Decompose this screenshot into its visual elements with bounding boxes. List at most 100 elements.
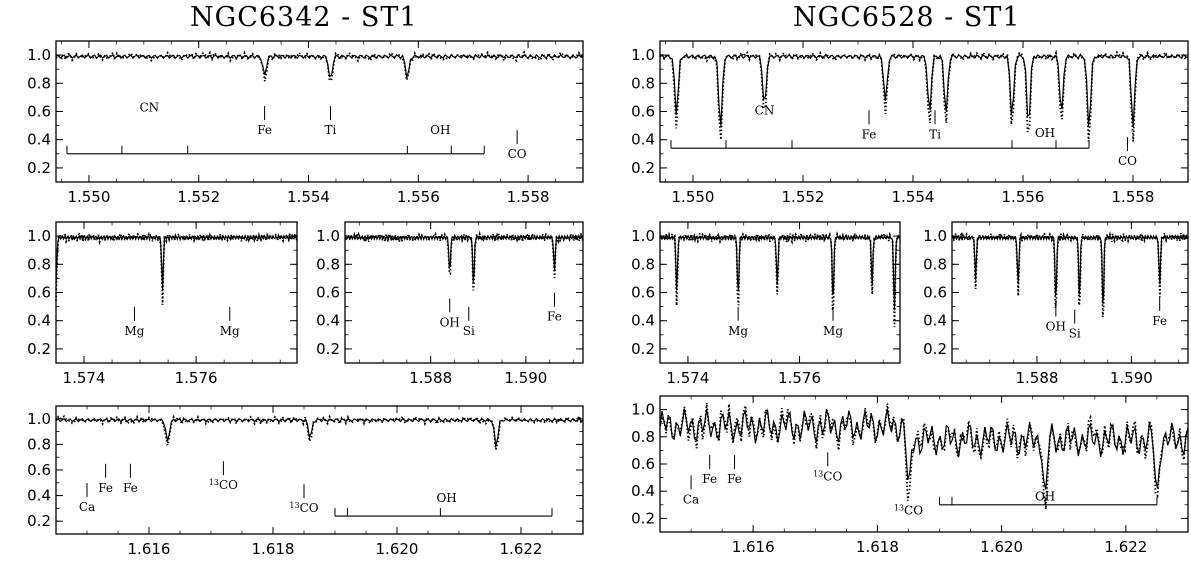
y-tick-label: 0.4 <box>631 312 655 330</box>
synthetic-spectrum-line <box>659 408 1189 490</box>
y-tick-label: 0.8 <box>316 255 340 273</box>
y-tick-label: 0.2 <box>27 159 51 177</box>
line-id-label: Fe <box>257 123 272 137</box>
y-tick-label: 1.0 <box>631 227 655 245</box>
x-tick-label: 1.574 <box>63 369 106 387</box>
line-id-label: Fe <box>862 127 877 141</box>
y-tick-label: 0.4 <box>27 487 51 505</box>
spectrum-panel: 0.2 0.4 0.6 0.8 1.0 1.550 1.552 1.554 1.556 1.558… <box>27 40 584 206</box>
synthetic-spectrum-line <box>55 234 298 291</box>
observed-spectrum-line <box>344 230 584 291</box>
x-tick-label: 1.576 <box>778 369 821 387</box>
line-id-label: Mg <box>728 324 748 338</box>
line-id-label: Ti <box>929 127 941 141</box>
y-tick-label: 1.0 <box>27 46 51 64</box>
line-id-label: Mg <box>220 324 240 338</box>
x-tick-label: 1.618 <box>856 538 899 556</box>
line-id-label: Mg <box>823 324 843 338</box>
y-tick-label: 0.2 <box>316 340 340 358</box>
line-id-label: OH <box>1046 320 1066 334</box>
plot-frame <box>344 221 584 364</box>
synthetic-spectrum-line <box>659 234 901 311</box>
line-id-label: Ca <box>79 500 95 514</box>
line-id-label: CO <box>1118 154 1137 168</box>
y-tick-label: 0.6 <box>27 103 51 121</box>
y-tick-label: 0.2 <box>631 340 655 358</box>
x-tick-label: 1.552 <box>782 188 825 206</box>
line-id-label: OH <box>1035 126 1055 140</box>
synthetic-spectrum-line <box>55 53 584 79</box>
right-figure-title: NGC6528 - ST1 <box>793 2 1021 33</box>
x-tick-label: 1.554 <box>287 188 330 206</box>
plot-frame <box>659 221 901 364</box>
line-id-label: Ca <box>683 492 699 506</box>
observed-spectrum-line <box>659 402 1189 510</box>
x-tick-label: 1.622 <box>1104 538 1147 556</box>
y-tick-label: 1.0 <box>27 227 51 245</box>
y-tick-label: 0.8 <box>27 435 51 453</box>
synthetic-spectrum-line <box>659 53 1189 127</box>
line-id-label: CN <box>139 101 159 115</box>
x-tick-label: 1.620 <box>376 540 419 558</box>
plot-frame <box>659 40 1189 183</box>
y-tick-label: 1.0 <box>923 227 947 245</box>
x-tick-label: 1.622 <box>500 540 543 558</box>
y-tick-label: 0.4 <box>631 131 655 149</box>
y-tick-label: 0.6 <box>923 284 947 302</box>
line-id-label: Mg <box>124 324 144 338</box>
line-id-label: Fe <box>123 481 138 495</box>
observed-spectrum-line <box>659 231 901 328</box>
observed-spectrum-line <box>951 231 1189 317</box>
y-tick-label: 0.4 <box>27 131 51 149</box>
y-tick-label: 0.2 <box>631 159 655 177</box>
line-id-label: OH <box>440 315 460 329</box>
line-id-label: Fe <box>727 472 742 486</box>
plot-frame <box>55 221 298 364</box>
y-tick-label: 0.4 <box>631 482 655 500</box>
x-tick-label: 1.588 <box>1015 369 1058 387</box>
y-tick-label: 0.6 <box>631 103 655 121</box>
x-tick-label: 1.576 <box>175 369 218 387</box>
plot-frame <box>55 405 584 535</box>
y-tick-label: 0.4 <box>923 312 947 330</box>
x-tick-label: 1.590 <box>1110 369 1153 387</box>
spectrum-panel: 0.2 0.4 0.6 0.8 1.0 1.574 1.576 Mg Mg <box>27 221 298 387</box>
x-tick-label: 1.556 <box>1002 188 1045 206</box>
y-tick-label: 0.6 <box>631 284 655 302</box>
spectrum-panel: 0.2 0.4 0.6 0.8 1.0 1.574 1.576 Mg Mg <box>631 221 901 387</box>
x-tick-label: 1.574 <box>666 369 709 387</box>
x-tick-label: 1.558 <box>507 188 550 206</box>
y-tick-label: 0.6 <box>316 284 340 302</box>
line-id-label: Si <box>463 324 475 338</box>
plot-frame <box>659 395 1189 533</box>
synthetic-spectrum-line <box>55 417 584 447</box>
line-id-label: Fe <box>547 310 562 324</box>
line-id-label: Fe <box>702 472 717 486</box>
y-tick-label: 0.2 <box>27 512 51 530</box>
x-tick-label: 1.590 <box>504 369 547 387</box>
line-id-label: OH <box>436 491 456 505</box>
y-tick-label: 1.0 <box>631 46 655 64</box>
y-tick-label: 0.4 <box>27 312 51 330</box>
x-tick-label: 1.554 <box>892 188 935 206</box>
synthetic-spectrum-line <box>951 234 1189 304</box>
plot-frame <box>55 40 584 183</box>
synthetic-spectrum-line <box>344 234 584 282</box>
y-tick-label: 0.6 <box>631 455 655 473</box>
x-tick-label: 1.618 <box>252 540 295 558</box>
x-tick-label: 1.552 <box>177 188 220 206</box>
x-tick-label: 1.558 <box>1112 188 1155 206</box>
x-tick-label: 1.616 <box>128 540 171 558</box>
x-tick-label: 1.550 <box>67 188 110 206</box>
observed-spectrum-line <box>659 49 1189 142</box>
x-tick-label: 1.616 <box>732 538 775 556</box>
line-id-label: 13CO <box>289 501 318 515</box>
line-id-label: OH <box>430 123 450 137</box>
y-tick-label: 0.8 <box>631 74 655 92</box>
line-id-label: OH <box>1035 490 1055 504</box>
